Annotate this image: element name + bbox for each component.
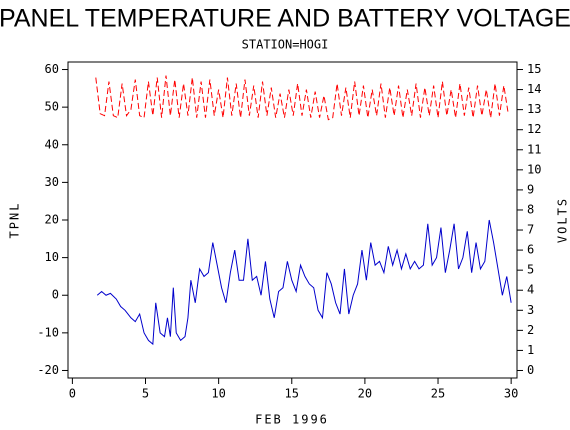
y-tick-label: 30 xyxy=(45,175,59,189)
y-tick-label: 10 xyxy=(45,250,59,264)
y2-tick-label: 1 xyxy=(527,343,534,357)
x-tick-label: 15 xyxy=(285,387,299,401)
x-axis-label: FEB 1996 xyxy=(255,413,329,427)
y2-tick-label: 15 xyxy=(527,62,541,76)
x-tick-label: 20 xyxy=(358,387,372,401)
y2-axis-label: VOLTS xyxy=(556,197,570,243)
x-tick-label: 5 xyxy=(142,387,149,401)
y2-tick-label: 5 xyxy=(527,263,534,277)
y2-tick-label: 9 xyxy=(527,182,534,196)
chart-title: PANEL TEMPERATURE AND BATTERY VOLTAGE xyxy=(0,5,570,33)
x-tick-label: 30 xyxy=(504,387,518,401)
y2-tick-label: 4 xyxy=(527,283,534,297)
y-tick-label: 20 xyxy=(45,213,59,227)
y-tick-label: 60 xyxy=(45,62,59,76)
y-axis-label: TPNL xyxy=(8,202,22,239)
y-tick-label: -20 xyxy=(37,363,59,377)
y-tick-label: 0 xyxy=(52,288,59,302)
y2-tick-label: 0 xyxy=(527,363,534,377)
y2-tick-label: 8 xyxy=(527,202,534,216)
x-tick-label: 10 xyxy=(211,387,225,401)
y2-tick-label: 7 xyxy=(527,223,534,237)
y2-tick-label: 12 xyxy=(527,122,541,136)
y2-tick-label: 6 xyxy=(527,243,534,257)
x-tick-label: 25 xyxy=(431,387,445,401)
y2-tick-label: 14 xyxy=(527,82,541,96)
x-tick-label: 0 xyxy=(69,387,76,401)
y-tick-label: -10 xyxy=(37,325,59,339)
data-line xyxy=(96,219,512,346)
y-tick-label: 50 xyxy=(45,100,59,114)
y2-tick-label: 13 xyxy=(527,102,541,116)
y2-tick-label: 3 xyxy=(527,303,534,317)
chart-subtitle: STATION=HOGI xyxy=(242,38,329,52)
y2-tick-label: 2 xyxy=(527,323,534,337)
y2-tick-label: 11 xyxy=(527,142,541,156)
data-line xyxy=(95,75,509,121)
y2-tick-label: 10 xyxy=(527,162,541,176)
y-tick-label: 40 xyxy=(45,137,59,151)
